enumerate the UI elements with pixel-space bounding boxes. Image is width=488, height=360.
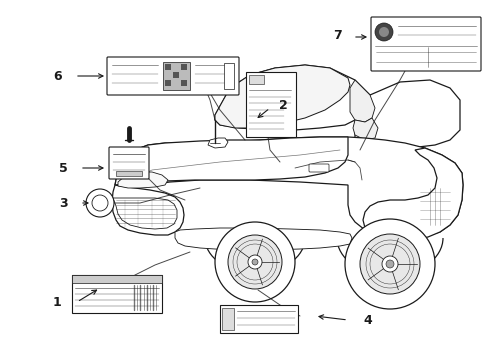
- Circle shape: [359, 234, 419, 294]
- Polygon shape: [115, 137, 347, 185]
- Circle shape: [92, 195, 108, 211]
- Polygon shape: [349, 80, 374, 122]
- Text: 7: 7: [332, 28, 341, 41]
- Polygon shape: [115, 137, 462, 238]
- FancyBboxPatch shape: [109, 147, 149, 179]
- Circle shape: [215, 222, 294, 302]
- FancyBboxPatch shape: [308, 164, 328, 172]
- FancyBboxPatch shape: [164, 80, 171, 86]
- FancyBboxPatch shape: [245, 72, 295, 137]
- Circle shape: [247, 255, 262, 269]
- Polygon shape: [113, 198, 177, 229]
- Polygon shape: [248, 75, 264, 84]
- Circle shape: [385, 260, 393, 268]
- Circle shape: [378, 27, 388, 37]
- Polygon shape: [354, 80, 459, 150]
- Text: 1: 1: [53, 296, 61, 309]
- Polygon shape: [163, 62, 190, 90]
- FancyBboxPatch shape: [181, 64, 186, 70]
- Text: 2: 2: [278, 99, 287, 112]
- FancyBboxPatch shape: [116, 171, 142, 176]
- Text: 4: 4: [363, 314, 372, 327]
- Polygon shape: [224, 63, 234, 89]
- Circle shape: [251, 259, 258, 265]
- Polygon shape: [215, 65, 369, 130]
- FancyBboxPatch shape: [164, 64, 171, 70]
- Polygon shape: [362, 148, 462, 241]
- FancyBboxPatch shape: [173, 72, 179, 78]
- FancyBboxPatch shape: [220, 305, 297, 333]
- Polygon shape: [352, 118, 377, 140]
- Text: 5: 5: [59, 162, 67, 175]
- FancyBboxPatch shape: [181, 80, 186, 86]
- FancyBboxPatch shape: [370, 17, 480, 71]
- Text: 6: 6: [54, 69, 62, 82]
- FancyBboxPatch shape: [72, 275, 162, 313]
- Circle shape: [86, 189, 114, 217]
- Polygon shape: [207, 138, 227, 148]
- Polygon shape: [215, 65, 349, 128]
- Polygon shape: [118, 172, 168, 188]
- Text: 3: 3: [59, 197, 67, 210]
- Polygon shape: [112, 185, 183, 235]
- Polygon shape: [222, 308, 234, 330]
- Circle shape: [374, 23, 392, 41]
- Circle shape: [227, 235, 282, 289]
- Circle shape: [381, 256, 397, 272]
- Polygon shape: [175, 228, 351, 250]
- Ellipse shape: [137, 223, 159, 233]
- Polygon shape: [72, 275, 162, 283]
- Circle shape: [345, 219, 434, 309]
- FancyBboxPatch shape: [107, 57, 239, 95]
